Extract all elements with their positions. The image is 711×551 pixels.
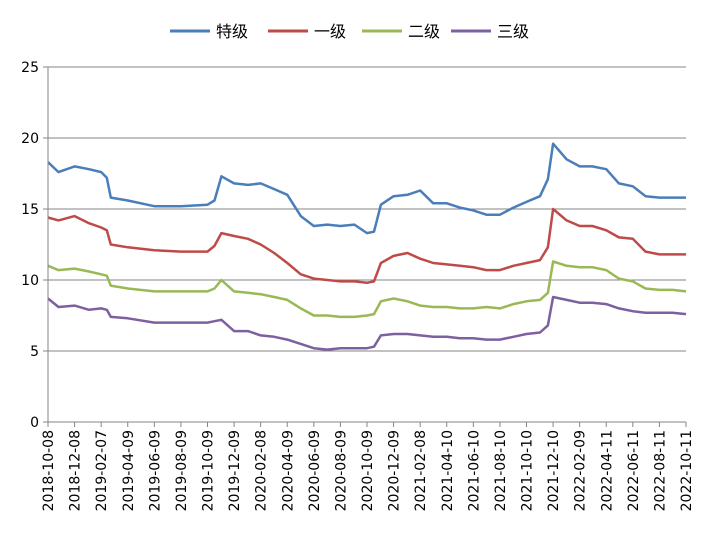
x-tick-label: 2022-10-11 (679, 430, 695, 511)
series-line-2 (47, 207, 686, 285)
gridlines (48, 66, 686, 352)
axes (47, 67, 686, 423)
legend: 特级 一级 二级 三级 (170, 22, 529, 41)
x-tick-label: 2021-08-10 (493, 430, 509, 511)
series-line-1 (47, 142, 686, 235)
legend-label: 一级 (314, 22, 346, 41)
x-axis-ticks: 2018-10-08 2018-12-08 2019-02-07 2019-04-09… (41, 422, 695, 511)
y-axis-ticks: 0 5 10 15 20 25 (21, 60, 48, 431)
x-tick-label: 2018-12-08 (68, 430, 84, 511)
x-tick-label: 2020-08-09 (333, 430, 349, 511)
x-tick-label: 2019-12-09 (227, 430, 243, 511)
series-lines (47, 142, 687, 351)
x-tick-label: 2019-02-07 (94, 430, 110, 511)
x-tick-label: 2020-06-09 (307, 430, 323, 511)
x-tick-label: 2021-04-10 (440, 430, 456, 511)
y-tick-label: 20 (21, 131, 39, 147)
legend-label: 特级 (216, 22, 248, 41)
x-tick-label: 2020-02-08 (254, 430, 270, 511)
series-line-3 (47, 260, 687, 319)
y-tick-label: 15 (21, 202, 39, 218)
x-tick-label: 2019-04-09 (121, 430, 137, 511)
x-tick-label: 2021-06-10 (466, 430, 482, 511)
x-tick-label: 2021-12-10 (546, 430, 562, 511)
y-tick-label: 10 (21, 273, 39, 289)
y-tick-label: 5 (30, 344, 39, 360)
x-tick-label: 2019-06-09 (147, 430, 163, 511)
legend-label: 三级 (497, 22, 529, 41)
y-tick-label: 0 (30, 415, 39, 431)
x-tick-label: 2020-10-09 (360, 430, 376, 511)
x-tick-label: 2022-04-11 (599, 430, 615, 511)
x-tick-label: 2021-10-10 (520, 430, 536, 511)
y-tick-label: 25 (21, 60, 39, 76)
x-tick-label: 2018-10-08 (41, 430, 57, 511)
x-tick-label: 2022-06-11 (626, 430, 642, 511)
x-tick-label: 2019-08-09 (174, 430, 190, 511)
series-line-4 (47, 295, 687, 351)
legend-label: 二级 (408, 22, 440, 41)
x-tick-label: 2019-10-09 (201, 430, 217, 511)
x-tick-label: 2022-08-11 (652, 430, 668, 511)
x-tick-label: 2021-02-08 (413, 430, 429, 511)
x-tick-label: 2020-12-09 (387, 430, 403, 511)
x-tick-label: 2022-02-09 (573, 430, 589, 511)
x-tick-label: 2020-04-09 (280, 430, 296, 511)
